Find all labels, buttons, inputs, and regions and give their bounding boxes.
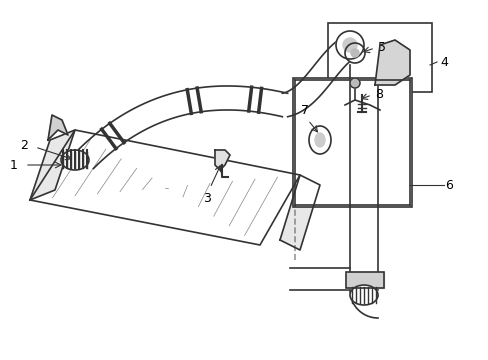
Bar	[346, 272, 383, 288]
Circle shape	[335, 31, 363, 59]
Ellipse shape	[308, 126, 330, 154]
FancyBboxPatch shape	[327, 23, 431, 92]
Ellipse shape	[314, 133, 325, 147]
Text: 8: 8	[374, 87, 382, 100]
Polygon shape	[215, 150, 229, 170]
Polygon shape	[374, 40, 409, 85]
Bar	[346, 272, 383, 288]
Polygon shape	[30, 130, 75, 200]
Text: 6: 6	[444, 179, 452, 192]
Text: 2: 2	[20, 139, 28, 152]
Polygon shape	[77, 86, 287, 168]
Text: 1: 1	[10, 158, 18, 171]
FancyBboxPatch shape	[292, 78, 411, 207]
Text: 3: 3	[203, 192, 210, 205]
Circle shape	[350, 49, 358, 57]
Text: 4: 4	[439, 55, 447, 68]
Ellipse shape	[349, 285, 377, 305]
Circle shape	[345, 43, 364, 63]
Circle shape	[349, 78, 359, 88]
Text: 7: 7	[301, 104, 308, 117]
Circle shape	[342, 38, 356, 52]
Polygon shape	[282, 41, 352, 117]
Ellipse shape	[61, 150, 89, 170]
Polygon shape	[30, 130, 299, 245]
Polygon shape	[280, 175, 319, 250]
Text: 5: 5	[377, 41, 385, 54]
Polygon shape	[48, 115, 68, 140]
